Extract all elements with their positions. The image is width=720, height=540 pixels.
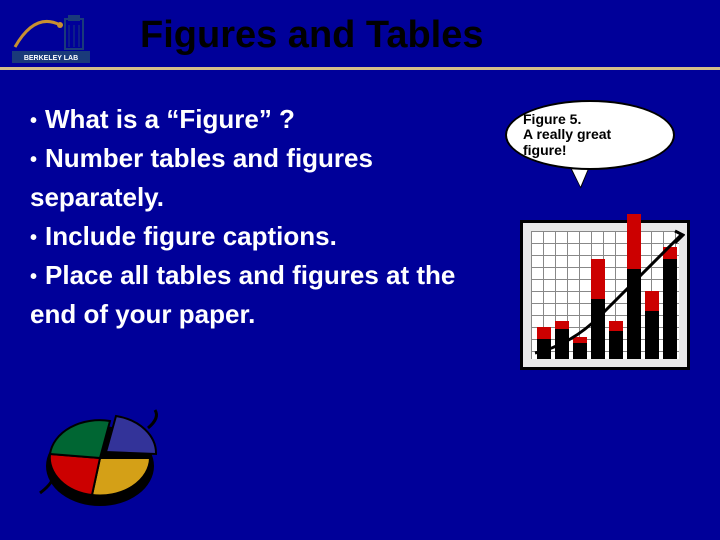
speech-line: figure! xyxy=(523,143,657,158)
pie-chart-illustration xyxy=(30,398,170,518)
bullet-list: •What is a “Figure” ? •Number tables and… xyxy=(30,100,500,334)
bullet-item: •Number tables and figures separately. xyxy=(30,139,490,217)
speech-bubble: Figure 5. A really great figure! xyxy=(500,100,680,200)
slide-title: Figures and Tables xyxy=(130,14,720,57)
bullet-item: •Place all tables and figures at the end… xyxy=(30,256,490,334)
bullet-item: •Include figure captions. xyxy=(30,217,490,256)
berkeley-lab-logo: BERKELEY LAB xyxy=(10,7,100,65)
logo-text: BERKELEY LAB xyxy=(24,55,78,62)
speech-line: A really great xyxy=(523,127,657,142)
right-column: Figure 5. A really great figure! xyxy=(500,100,700,334)
slide-header: BERKELEY LAB Figures and Tables xyxy=(0,0,720,70)
bullet-text: Number tables and figures separately. xyxy=(30,143,373,212)
bar-chart-illustration xyxy=(520,220,690,370)
speech-line: Figure 5. xyxy=(523,112,657,127)
bubble-body: Figure 5. A really great figure! xyxy=(505,100,675,170)
chart-curve xyxy=(531,225,685,359)
bullet-text: Place all tables and figures at the end … xyxy=(30,260,455,329)
slide-content: •What is a “Figure” ? •Number tables and… xyxy=(0,70,720,334)
bullet-text: Include figure captions. xyxy=(45,221,337,251)
bullet-text: What is a “Figure” ? xyxy=(45,104,295,134)
bullet-item: •What is a “Figure” ? xyxy=(30,100,490,139)
